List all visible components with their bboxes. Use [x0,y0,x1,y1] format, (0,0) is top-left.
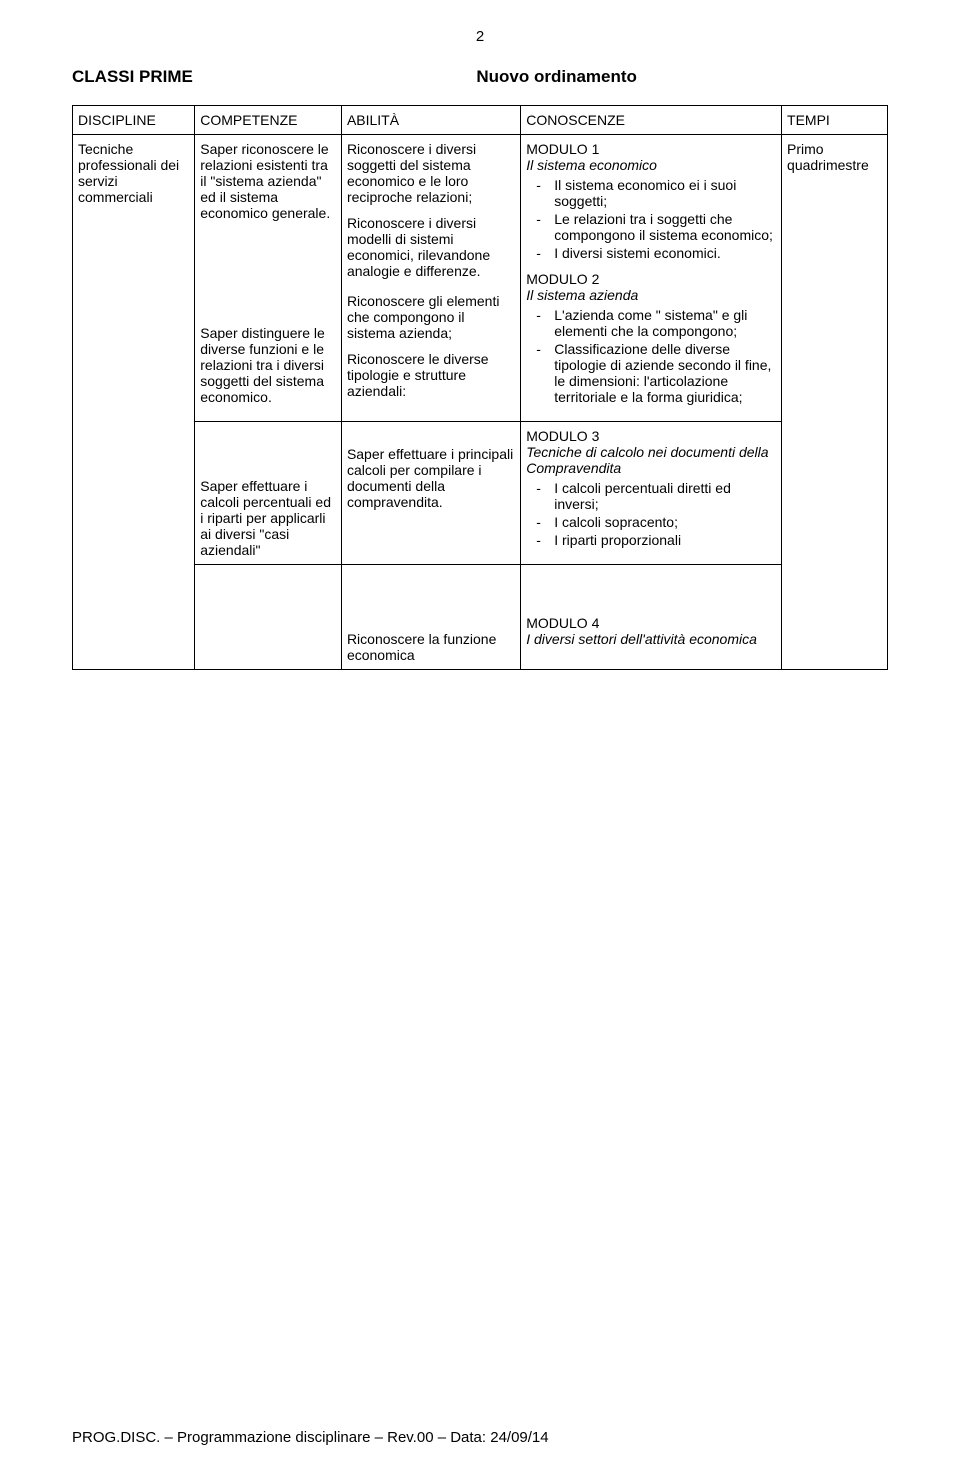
list-item: I calcoli percentuali diretti ed inversi… [554,480,776,512]
footer-text: PROG.DISC. – Programmazione disciplinare… [72,1429,549,1446]
modulo-list: Il sistema economico ei i suoi soggetti;… [526,177,776,261]
page: 2 CLASSI PRIME Nuovo ordinamento DISCIPL… [0,0,960,1466]
title-classi: CLASSI PRIME [72,67,193,86]
list-item: L'azienda come " sistema" e gli elementi… [554,307,776,339]
page-number: 2 [72,28,888,45]
table-row: Saper effettuare i calcoli percentuali e… [73,422,888,565]
list-item: I riparti proporzionali [554,532,776,548]
title-row: CLASSI PRIME Nuovo ordinamento [72,67,888,87]
cell-abilita-1: Riconoscere i diversi soggetti del siste… [341,135,520,422]
modulo-subtitle: I diversi settori dell'attività economic… [526,631,776,647]
competenza-text: Saper riconoscere le relazioni esistenti… [200,141,336,221]
list-item: I diversi sistemi economici. [554,245,776,261]
cell-conoscenze-1: MODULO 1 Il sistema economico Il sistema… [521,135,782,422]
list-item: Il sistema economico ei i suoi soggetti; [554,177,776,209]
cell-conoscenze-2: MODULO 3 Tecniche di calcolo nei documen… [521,422,782,565]
abilita-text: Riconoscere i diversi modelli di sistemi… [347,215,515,279]
table-row: Riconoscere la funzione economica MODULO… [73,565,888,670]
title-ordinamento: Nuovo ordinamento [476,67,637,86]
cell-abilita-3: Riconoscere la funzione economica [341,565,520,670]
table-row: Tecniche professionali dei servizi comme… [73,135,888,422]
list-item: Le relazioni tra i soggetti che compongo… [554,211,776,243]
header-discipline: DISCIPLINE [73,106,195,135]
header-tempi: TEMPI [782,106,888,135]
list-item: Classificazione delle diverse tipologie … [554,341,776,405]
curriculum-table: DISCIPLINE COMPETENZE ABILITÀ CONOSCENZE… [72,105,888,670]
abilita-text: Riconoscere i diversi soggetti del siste… [347,141,515,205]
modulo-title: MODULO 1 [526,141,776,157]
table-header-row: DISCIPLINE COMPETENZE ABILITÀ CONOSCENZE… [73,106,888,135]
header-conoscenze: CONOSCENZE [521,106,782,135]
header-abilita: ABILITÀ [341,106,520,135]
abilita-text: Riconoscere la funzione economica [347,631,515,663]
cell-competenze-1: Saper riconoscere le relazioni esistenti… [195,135,342,422]
cell-tempi: Primo quadrimestre [782,135,888,670]
modulo-list: L'azienda come " sistema" e gli elementi… [526,307,776,405]
modulo-list: I calcoli percentuali diretti ed inversi… [526,480,776,548]
competenza-text: Saper distinguere le diverse funzioni e … [200,325,336,405]
competenza-text: Saper effettuare i calcoli percentuali e… [200,478,336,558]
cell-discipline: Tecniche professionali dei servizi comme… [73,135,195,670]
modulo-title: MODULO 3 [526,428,776,444]
modulo-subtitle: Tecniche di calcolo nei documenti della … [526,444,776,476]
abilita-text: Riconoscere le diverse tipologie e strut… [347,351,515,399]
cell-competenze-3 [195,565,342,670]
abilita-text: Riconoscere gli elementi che compongono … [347,293,515,341]
cell-conoscenze-3: MODULO 4 I diversi settori dell'attività… [521,565,782,670]
modulo-subtitle: Il sistema economico [526,157,776,173]
header-competenze: COMPETENZE [195,106,342,135]
modulo-title: MODULO 2 [526,271,776,287]
list-item: I calcoli sopracento; [554,514,776,530]
modulo-title: MODULO 4 [526,615,776,631]
cell-abilita-2: Saper effettuare i principali calcoli pe… [341,422,520,565]
abilita-text: Saper effettuare i principali calcoli pe… [347,446,515,510]
cell-competenze-2: Saper effettuare i calcoli percentuali e… [195,422,342,565]
modulo-subtitle: Il sistema azienda [526,287,776,303]
